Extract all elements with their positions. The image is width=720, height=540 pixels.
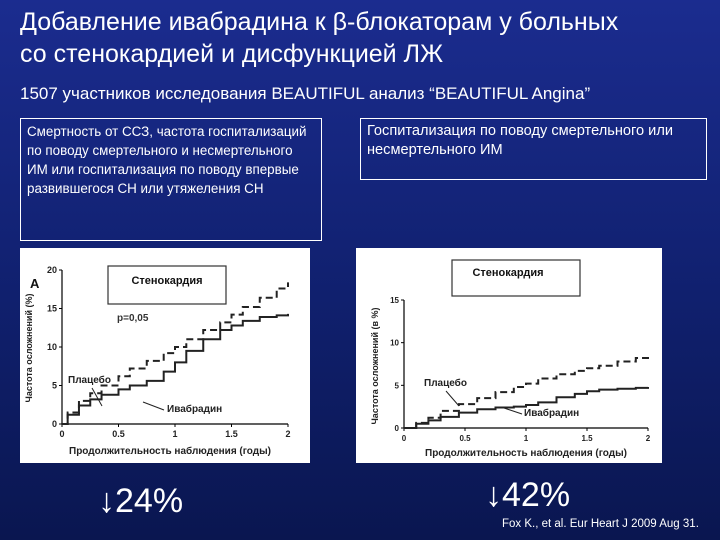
x-tick-label: 1.5 [225,429,238,439]
endpoint-box-right: Госпитализация по поводу смертельного ил… [360,118,707,180]
panel-label: A [30,276,40,291]
y-tick-label: 20 [47,265,57,275]
x-tick-label: 1.5 [581,434,593,443]
slide-title: Добавление ивабрадина к β-блокаторам у б… [20,6,710,70]
y-tick-label: 15 [47,304,57,314]
y-tick-label: 15 [390,296,399,305]
x-tick-label: 1 [172,429,177,439]
y-axis-label: Частота осложнений (в %) [370,307,380,424]
citation: Fox K., et al. Eur Heart J 2009 Aug 31. [502,518,699,530]
x-tick-label: 0.5 [112,429,125,439]
x-tick-label: 2 [646,434,651,443]
reduction-left: ↓24% [98,482,184,520]
title-line-1: Добавление ивабрадина к β-блокаторам у б… [20,8,619,36]
chart-title-box [107,265,227,305]
x-tick-label: 1 [524,434,529,443]
series-label-placebo: Плацебо [68,374,111,386]
x-axis-label: Продолжительность наблюдения (годы) [425,447,627,459]
chart-title: Стенокардия [472,267,543,279]
y-tick-label: 0 [52,419,57,429]
series-label-pointer [91,387,103,407]
x-tick-label: 0 [402,434,407,443]
y-tick-label: 0 [395,424,400,433]
y-tick-label: 5 [395,381,400,390]
x-tick-label: 0 [59,429,64,439]
chart-panel-left: 0 5 10 15 20 0 0.5 1 1.5 2 Продолжительность наблю… [20,248,310,463]
chart-title: Стенокардия [131,275,202,287]
series-label-placebo: Плацебо [424,377,467,389]
series-line-placebo [62,282,289,425]
chart-panel-right: 0 5 10 15 0 0.5 1 1.5 2 Продолжительность наблюде… [356,248,662,463]
slide-subtitle: 1507 участников исследования BEAUTIFUL а… [20,84,591,103]
y-tick-label: 10 [390,339,399,348]
series-label-ivabradine: Ивабрадин [167,403,222,415]
endpoint-box-left: Смертность от ССЗ, частота госпитализаци… [20,118,322,241]
chart-left-svg: 0 5 10 15 20 0 0.5 1 1.5 2 Продолжительность наблю… [24,265,291,457]
title-line-2: со стенокардией и дисфункцией ЛЖ [20,40,444,68]
series-line-ivabradine [62,313,289,425]
series-label-pointer [445,390,460,407]
series-label-pointer [503,407,523,415]
reduction-right: ↓42% [485,476,571,514]
x-tick-label: 2 [285,429,290,439]
series-line-placebo [404,356,649,429]
series-label-pointer [142,401,165,411]
x-axis-label: Продолжительность наблюдения (годы) [69,445,271,457]
chart-right-svg: 0 5 10 15 0 0.5 1 1.5 2 Продолжительность наблюде… [370,259,651,459]
y-axis-label: Частота осложнений (%) [24,294,34,403]
p-value-annotation: p=0,05 [117,313,149,324]
series-line-ivabradine [404,386,649,429]
y-tick-label: 10 [47,342,57,352]
chart-title-box [451,259,581,297]
series-label-ivabradine: Ивабрадин [524,407,579,419]
x-tick-label: 0.5 [459,434,471,443]
y-tick-label: 5 [52,381,57,391]
